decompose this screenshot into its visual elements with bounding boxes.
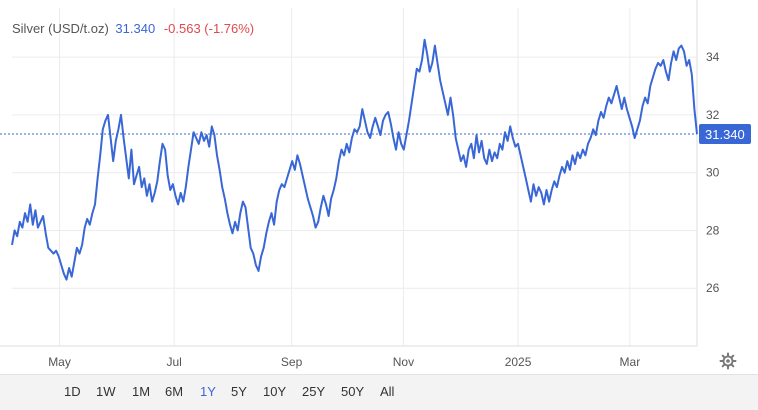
x-tick-label: 2025 xyxy=(505,355,532,369)
x-tick-label: Mar xyxy=(620,355,641,369)
range-25y-button[interactable]: 25Y xyxy=(302,384,326,399)
chart-legend: Silver (USD/t.oz) 31.340 -0.563 (-1.76%) xyxy=(12,21,254,36)
last-price-badge: 31.340 xyxy=(699,123,751,144)
range-5y-button[interactable]: 5Y xyxy=(231,384,247,399)
x-tick-label: Jul xyxy=(166,355,181,369)
last-price-label: 31.340 xyxy=(705,127,745,142)
series-line-silver xyxy=(11,38,698,281)
x-axis: May Jul Sep Nov 2025 Mar xyxy=(48,355,640,369)
range-toolbar: 1D 1W 1M 6M 1Y 5Y 10Y 25Y 50Y All xyxy=(0,374,758,410)
y-tick-label: 34 xyxy=(706,50,720,64)
range-10y-button[interactable]: 10Y xyxy=(263,384,287,399)
current-price: 31.340 xyxy=(115,21,156,36)
y-tick-label: 32 xyxy=(706,108,720,122)
last-price-badge-bg xyxy=(699,123,751,144)
instrument-name: Silver (USD/t.oz) xyxy=(12,21,109,36)
gear-icon[interactable] xyxy=(719,352,737,370)
price-chart[interactable]: 26 28 30 32 34 May Jul Sep Nov 2025 Mar 31.340 xyxy=(0,0,758,374)
price-change: -0.563 (-1.76%) xyxy=(163,21,255,36)
grid xyxy=(0,0,698,347)
y-tick-label: 28 xyxy=(706,223,720,237)
range-1w-button[interactable]: 1W xyxy=(96,384,116,399)
x-tick-label: Sep xyxy=(281,355,303,369)
range-1d-button[interactable]: 1D xyxy=(64,384,81,399)
range-1y-button[interactable]: 1Y xyxy=(200,384,216,399)
range-50y-button[interactable]: 50Y xyxy=(341,384,365,399)
y-tick-label: 26 xyxy=(706,281,720,295)
x-tick-label: May xyxy=(48,355,71,369)
range-all-button[interactable]: All xyxy=(380,384,395,399)
x-tick-label: Nov xyxy=(393,355,414,369)
range-1m-button[interactable]: 1M xyxy=(132,384,151,399)
y-tick-label: 30 xyxy=(706,166,720,180)
range-6m-button[interactable]: 6M xyxy=(165,384,184,399)
y-axis: 26 28 30 32 34 xyxy=(706,50,720,295)
